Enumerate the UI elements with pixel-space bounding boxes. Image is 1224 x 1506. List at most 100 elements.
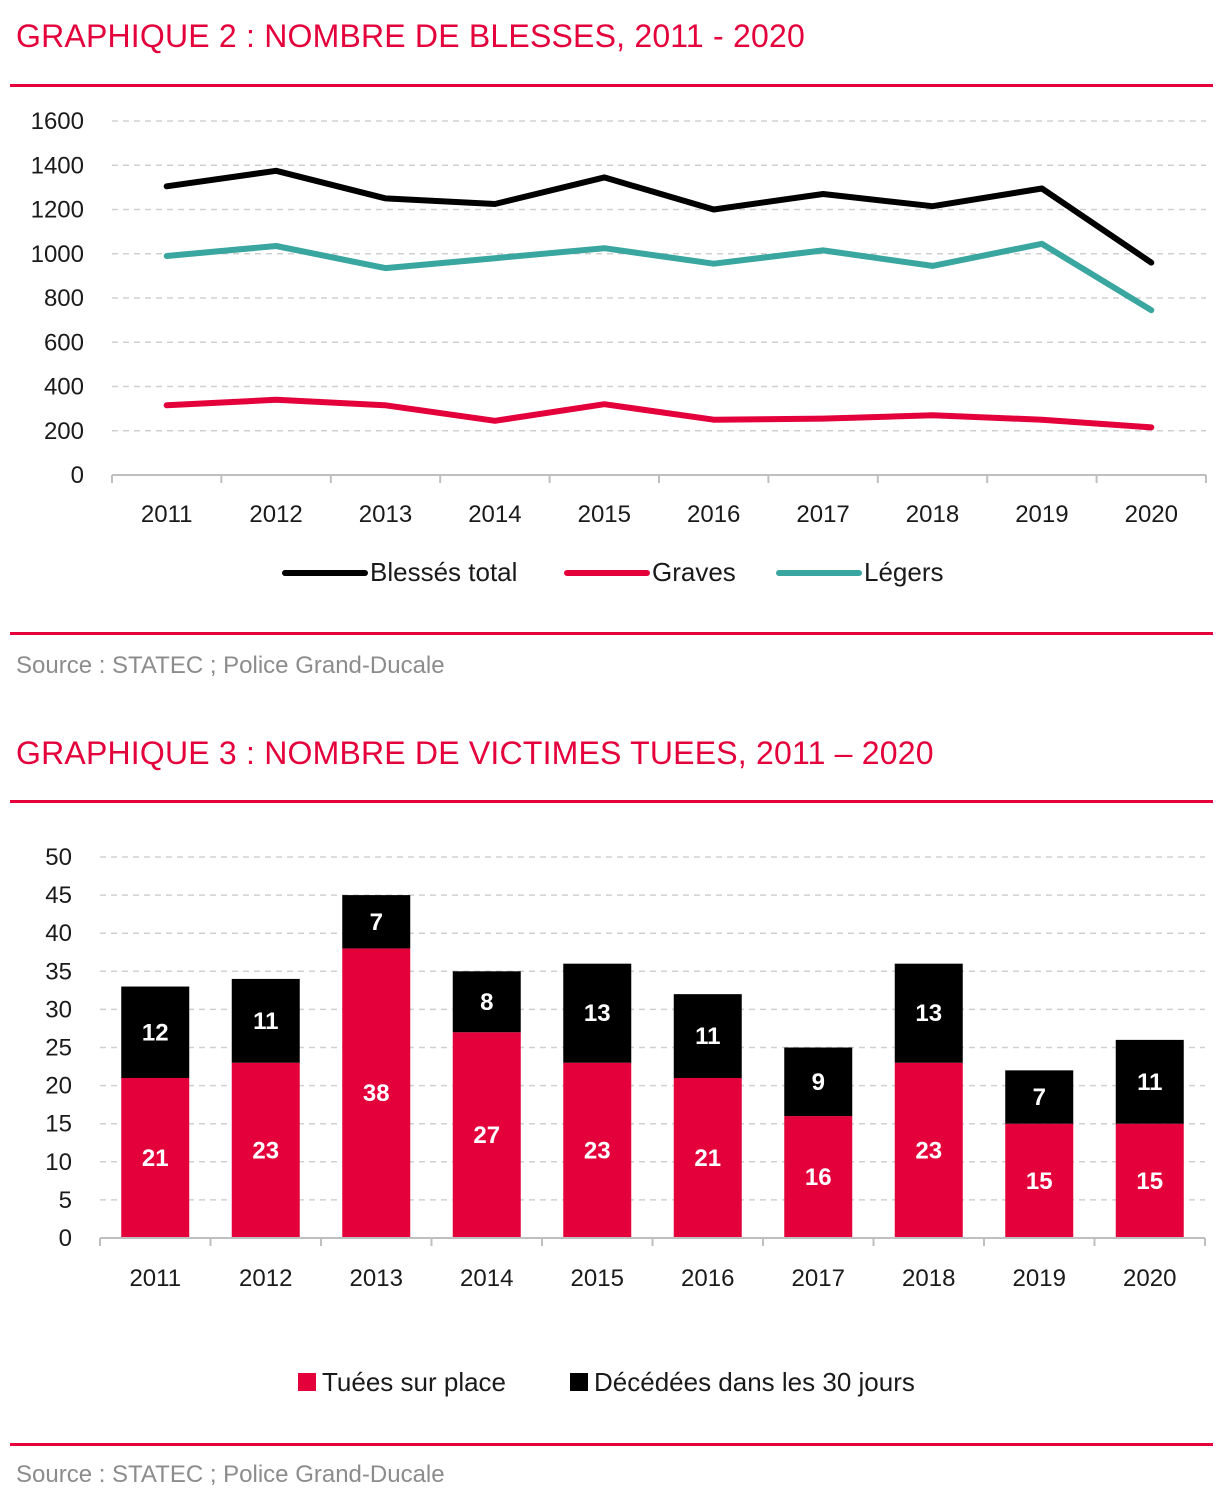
bar-decedees-30-jours — [452, 971, 521, 1033]
x-tick-label: 2018 — [906, 501, 959, 528]
y-tick-label: 50 — [45, 844, 72, 871]
legend-label: Blessés total — [370, 557, 517, 587]
data-label: 15 — [1136, 1168, 1163, 1195]
x-tick-label: 2019 — [1013, 1265, 1066, 1292]
bar-tuees-sur-place — [231, 1062, 300, 1238]
x-tick-label: 2016 — [687, 501, 740, 528]
chart2-source: Source : STATEC ; Police Grand-Ducale — [16, 652, 445, 679]
y-tick-label: 25 — [45, 1035, 72, 1062]
y-tick-label: 30 — [45, 996, 72, 1023]
bar-decedees-30-jours — [673, 994, 742, 1078]
bar-tuees-sur-place — [894, 1062, 963, 1238]
x-tick-label: 2012 — [239, 1265, 292, 1292]
y-tick-label: 35 — [45, 958, 72, 985]
data-label: 13 — [584, 1000, 611, 1027]
x-tick-label: 2016 — [681, 1265, 734, 1292]
y-tick-label: 10 — [45, 1149, 72, 1176]
data-label: 12 — [142, 1019, 169, 1046]
legend-label: Graves — [652, 557, 736, 587]
bar-tuees-sur-place — [1115, 1123, 1184, 1238]
bar-decedees-30-jours — [231, 978, 300, 1063]
x-tick-label: 2012 — [249, 501, 302, 528]
y-tick-label: 15 — [45, 1111, 72, 1138]
bar-decedees-30-jours — [894, 963, 963, 1063]
y-tick-label: 0 — [71, 462, 84, 489]
bar-decedees-30-jours — [784, 1047, 853, 1117]
x-tick-label: 2011 — [141, 501, 193, 528]
bar-decedees-30-jours — [563, 963, 632, 1063]
legend-swatch — [298, 1373, 316, 1391]
legend-swatch — [570, 1373, 588, 1391]
bar-tuees-sur-place — [342, 948, 411, 1238]
data-label: 11 — [253, 1008, 278, 1035]
x-tick-label: 2013 — [359, 501, 412, 528]
data-label: 16 — [805, 1164, 832, 1191]
data-label: 21 — [142, 1145, 169, 1172]
data-label: 23 — [915, 1137, 942, 1164]
bar-tuees-sur-place — [452, 1032, 521, 1238]
series-line — [163, 240, 1155, 314]
y-tick-label: 20 — [45, 1073, 72, 1100]
data-label: 11 — [695, 1023, 720, 1050]
x-tick-label: 2019 — [1015, 501, 1068, 528]
x-tick-label: 2018 — [902, 1265, 955, 1292]
data-label: 9 — [812, 1069, 825, 1096]
legend-label: Décédées dans les 30 jours — [594, 1367, 915, 1397]
y-tick-label: 45 — [45, 882, 72, 909]
bar-tuees-sur-place — [563, 1062, 632, 1238]
y-tick-label: 0 — [59, 1225, 72, 1252]
x-tick-label: 2017 — [796, 501, 849, 528]
line-chart: 0 200 400 600 800 1000 1200 1400 1600 2011 2012 201… — [31, 108, 1207, 587]
x-tick-label: 2011 — [129, 1265, 181, 1292]
series-line — [163, 167, 1155, 266]
chart3-title: GRAPHIQUE 3 : NOMBRE DE VICTIMES TUEES, … — [16, 735, 934, 771]
y-tick-label: 1000 — [31, 241, 84, 268]
x-tick-label: 2014 — [460, 1265, 513, 1292]
bar-decedees-30-jours — [121, 986, 190, 1078]
data-label: 7 — [1033, 1084, 1046, 1111]
y-tick-label: 200 — [44, 418, 84, 445]
data-label: 13 — [915, 1000, 942, 1027]
bar-tuees-sur-place — [784, 1116, 853, 1238]
y-tick-label: 40 — [45, 920, 72, 947]
y-tick-label: 1200 — [31, 197, 84, 224]
y-tick-label: 1600 — [31, 108, 84, 135]
bar-tuees-sur-place — [121, 1077, 190, 1238]
chart3-bottom-rule — [10, 1443, 1213, 1446]
y-tick-label: 400 — [44, 374, 84, 401]
data-label: 27 — [473, 1122, 500, 1149]
chart3-source: Source : STATEC ; Police Grand-Ducale — [16, 1461, 445, 1488]
bar-tuees-sur-place — [673, 1077, 742, 1238]
bar-decedees-30-jours — [1115, 1039, 1184, 1124]
data-label: 15 — [1026, 1168, 1053, 1195]
x-tick-label: 2015 — [578, 501, 631, 528]
bar-tuees-sur-place — [1005, 1123, 1074, 1238]
series-line — [163, 396, 1155, 431]
y-tick-label: 5 — [59, 1187, 72, 1214]
x-tick-label: 2017 — [792, 1265, 845, 1292]
x-tick-label: 2014 — [468, 501, 521, 528]
x-tick-label: 2015 — [571, 1265, 624, 1292]
data-label: 23 — [584, 1137, 611, 1164]
data-label: 7 — [370, 909, 383, 936]
data-label: 23 — [252, 1137, 279, 1164]
y-tick-label: 600 — [44, 329, 84, 356]
data-label: 8 — [480, 989, 493, 1016]
x-tick-label: 2020 — [1123, 1265, 1176, 1292]
data-label: 38 — [363, 1080, 390, 1107]
legend-label: Tuées sur place — [322, 1367, 506, 1397]
bar-chart: 0 5 10 15 20 25 30 35 40 45 50 21 12 2011 23 11 2012 38 7 2… — [45, 844, 1206, 1397]
data-label: 21 — [694, 1145, 721, 1172]
chart2-top-rule — [10, 84, 1213, 87]
legend-label: Légers — [864, 557, 944, 587]
bar-decedees-30-jours — [1005, 1070, 1074, 1124]
chart2-title: GRAPHIQUE 2 : NOMBRE DE BLESSES, 2011 - … — [16, 18, 805, 54]
data-label: 11 — [1137, 1069, 1162, 1096]
x-tick-label: 2013 — [350, 1265, 403, 1292]
x-tick-label: 2020 — [1125, 501, 1178, 528]
chart2-bottom-rule — [10, 632, 1213, 635]
chart3-top-rule — [10, 800, 1213, 803]
y-tick-label: 1400 — [31, 152, 84, 179]
bar-decedees-30-jours — [342, 895, 411, 949]
y-tick-label: 800 — [44, 285, 84, 312]
